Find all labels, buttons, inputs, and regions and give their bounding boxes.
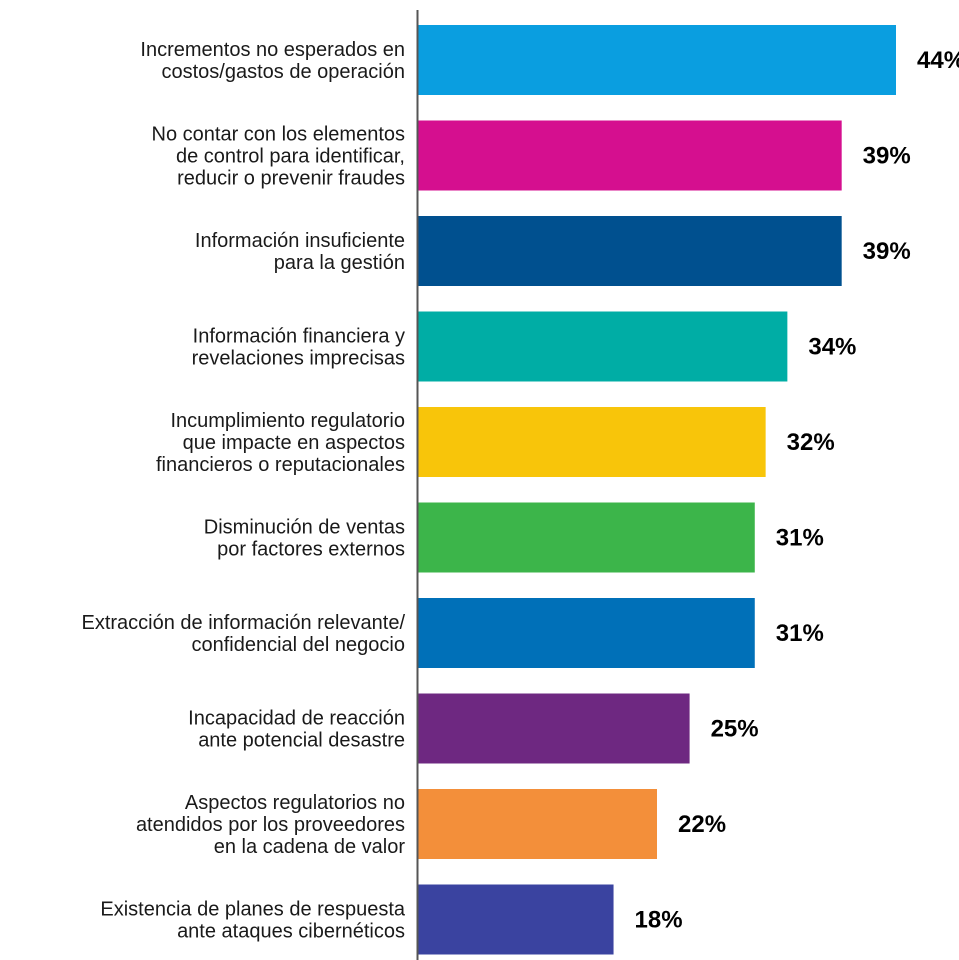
category-label-line: revelaciones imprecisas bbox=[192, 348, 405, 370]
category-label-line: para la gestión bbox=[274, 252, 405, 274]
bar-8 bbox=[418, 693, 690, 764]
value-label-10: 18% bbox=[635, 907, 683, 934]
value-label-2: 39% bbox=[863, 143, 911, 170]
value-label-6: 31% bbox=[776, 525, 824, 552]
category-label-line: por factores externos bbox=[217, 539, 405, 561]
category-label-line: ante potencial desastre bbox=[198, 730, 405, 752]
bar-2 bbox=[418, 120, 842, 191]
category-label-line: Disminución de ventas bbox=[204, 517, 405, 539]
bar-4 bbox=[418, 311, 788, 382]
category-labels: Incrementos no esperados en costos/gastos… bbox=[82, 39, 406, 943]
category-label-line: de control para identificar, bbox=[176, 146, 405, 168]
value-labels: 44% 39% 39% 34% 32% 31% 31% 25% 22% 18% bbox=[635, 47, 959, 934]
category-label-line: No contar con los elementos bbox=[152, 124, 405, 146]
category-label-line: en la cadena de valor bbox=[214, 836, 406, 858]
category-label-1: Incrementos no esperados en costos/gastos… bbox=[140, 39, 405, 83]
category-label-line: Incapacidad de reacción bbox=[188, 708, 405, 730]
bar-10 bbox=[418, 884, 614, 955]
category-label-8: Incapacidad de reacción ante potencial de… bbox=[188, 708, 405, 752]
bar-6 bbox=[418, 502, 755, 573]
category-label-7: Extracción de información relevante/conf… bbox=[82, 612, 406, 656]
value-label-3: 39% bbox=[863, 238, 911, 265]
category-label-line: Incrementos no esperados en bbox=[140, 39, 405, 61]
category-label-2: No contar con los elementos de control pa… bbox=[152, 124, 405, 190]
bar-7 bbox=[418, 598, 755, 668]
value-label-8: 25% bbox=[711, 716, 759, 743]
category-label-5: Incumplimiento regulatorio que impacte en… bbox=[156, 410, 405, 476]
value-label-5: 32% bbox=[787, 429, 835, 456]
category-label-line: atendidos por los proveedores bbox=[136, 814, 405, 836]
category-label-line: Incumplimiento regulatorio bbox=[170, 410, 405, 432]
category-label-line: Información insuficiente bbox=[195, 230, 405, 252]
category-label-3: Información insuficiente para la gestión bbox=[195, 230, 405, 274]
category-label-line: reducir o prevenir fraudes bbox=[177, 168, 405, 190]
category-label-9: Aspectos regulatorios no atendidos por lo… bbox=[136, 792, 405, 858]
value-label-9: 22% bbox=[678, 811, 726, 838]
value-label-7: 31% bbox=[776, 620, 824, 647]
category-label-line: Aspectos regulatorios no bbox=[185, 792, 405, 814]
bar-9 bbox=[418, 789, 657, 859]
category-label-line: financieros o reputacionales bbox=[156, 454, 405, 476]
category-label-6: Disminución de ventas por factores extern… bbox=[204, 517, 405, 561]
category-label-10: Existencia de planes de respuesta ante at… bbox=[100, 899, 406, 943]
value-label-4: 34% bbox=[808, 334, 856, 361]
value-label-1: 44% bbox=[917, 47, 959, 74]
category-label-line: confidencial del negocio bbox=[192, 634, 406, 656]
category-label-4: Información financiera y revelaciones imp… bbox=[192, 326, 405, 370]
bars-group bbox=[418, 25, 896, 955]
category-label-line: Existencia de planes de respuesta bbox=[100, 899, 406, 921]
category-label-line: Información financiera y bbox=[193, 326, 405, 348]
category-label-line: costos/gastos de operación bbox=[162, 61, 406, 83]
bar-3 bbox=[418, 216, 842, 286]
bar-1 bbox=[418, 25, 896, 95]
category-label-line: ante ataques cibernéticos bbox=[177, 921, 405, 943]
bar-5 bbox=[418, 407, 766, 477]
category-label-line: que impacte en aspectos bbox=[183, 432, 405, 454]
category-label-line: Extracción de información relevante/ bbox=[82, 612, 406, 634]
